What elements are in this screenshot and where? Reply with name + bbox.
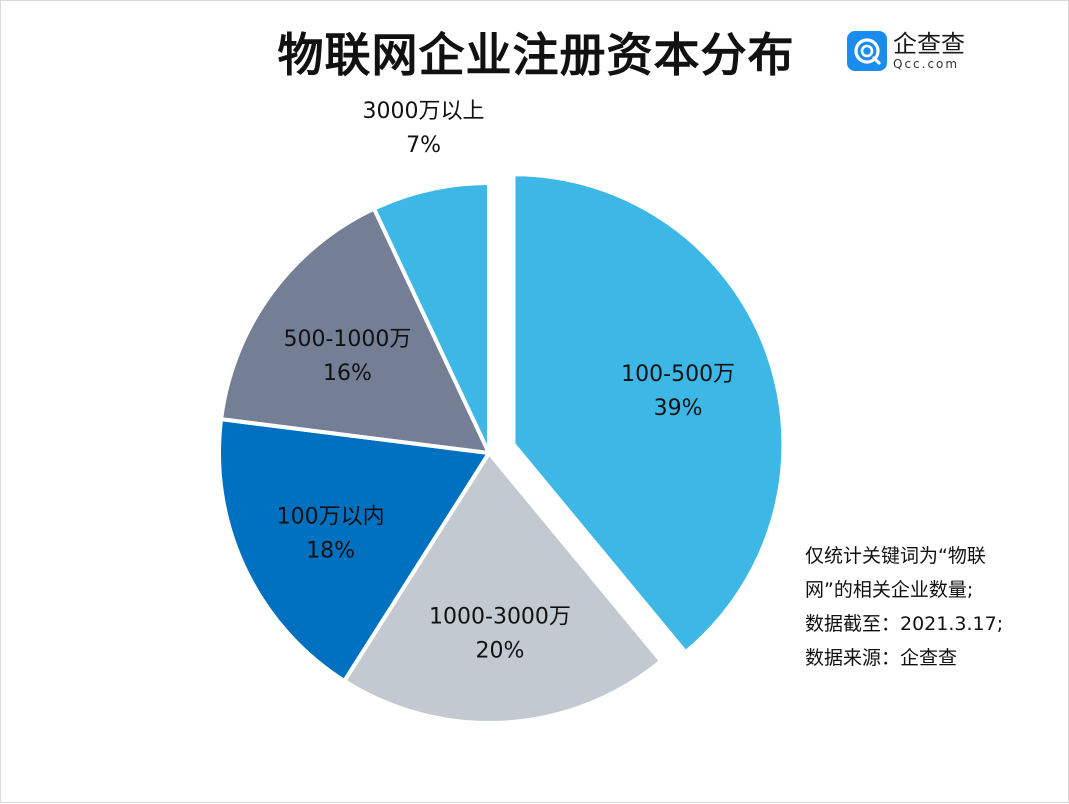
qcc-logo-icon (847, 31, 887, 71)
slice-category-label: 3000万以上 (363, 99, 485, 124)
slice-category-label: 1000-3000万 (429, 605, 571, 630)
data-note: 仅统计关键词为“物联 网”的相关企业数量; 数据截至：2021.3.17; 数据… (805, 539, 1045, 675)
note-line: 仅统计关键词为“物联 (805, 545, 986, 567)
qcc-logo: 企查查 Qcc.com (847, 31, 965, 71)
slice-value-label: 20% (476, 639, 525, 664)
note-line: 数据截至：2021.3.17; (805, 613, 1004, 635)
slice-category-label: 100万以内 (277, 505, 385, 530)
slice-value-label: 7% (406, 133, 441, 158)
pie-slice (342, 451, 664, 725)
note-line: 数据来源：企查查 (805, 647, 958, 669)
chart-title: 物联网企业注册资本分布 (277, 28, 795, 82)
slice-value-label: 16% (323, 361, 372, 386)
pie-slice (219, 206, 491, 455)
pie-slice (511, 172, 786, 655)
note-line: 网”的相关企业数量; (805, 579, 974, 601)
slice-category-label: 100-500万 (621, 362, 735, 387)
logo-name-en: Qcc.com (893, 57, 960, 71)
slice-category-label: 500-1000万 (283, 327, 411, 352)
pie-slice (217, 417, 491, 683)
slice-value-label: 18% (306, 539, 355, 564)
slice-value-label: 39% (654, 396, 703, 421)
logo-name-cn: 企查查 (893, 30, 965, 58)
pie-slice (372, 181, 491, 455)
